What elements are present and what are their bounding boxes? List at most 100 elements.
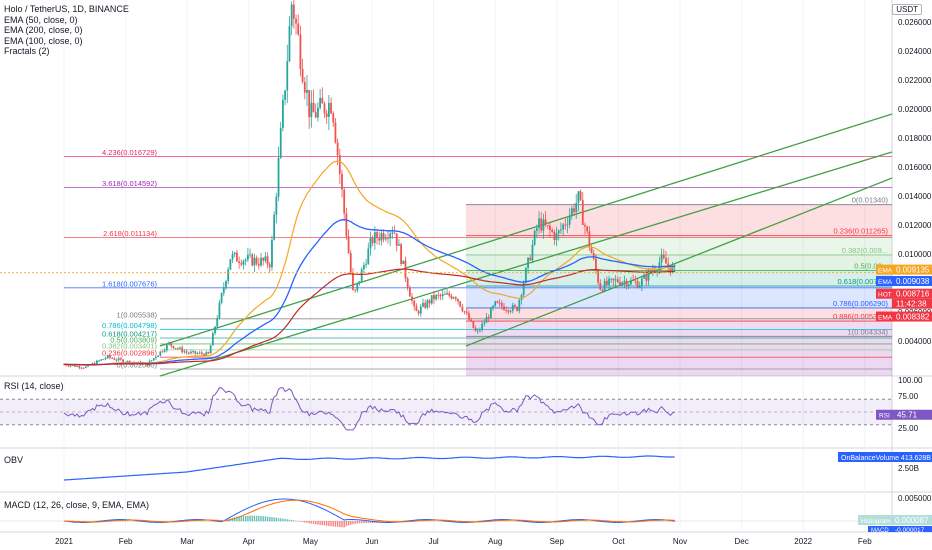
fib-left-label-1: 3.618(0.014592) [102, 179, 158, 188]
candle-body [522, 282, 525, 295]
candle-body [284, 90, 286, 100]
price-tag-label-bg-1 [876, 276, 892, 287]
candle-body [201, 352, 203, 354]
macd-histogram-bar [433, 520, 435, 522]
macd-histogram-bar [632, 520, 634, 522]
candle-body [362, 265, 365, 270]
candle-body [170, 343, 173, 346]
price-tick-10: 0.004000 [898, 337, 932, 346]
indicator-fractals[interactable]: Fractals (2) [4, 46, 50, 56]
macd-histogram-bar [321, 521, 324, 526]
fib-right-label-5: 0.786(0.006290) [833, 299, 889, 308]
macd-hist-label: Histogram [861, 518, 891, 525]
candle-body [625, 280, 628, 287]
macd-histogram-bar [547, 521, 549, 522]
macd-histogram-bar [253, 515, 256, 522]
candle-body [494, 301, 497, 306]
time-label-4: May [303, 537, 318, 546]
candle-body [246, 254, 249, 260]
candle-body [332, 113, 335, 123]
candle-body [301, 68, 304, 82]
price-tick-3: 0.020000 [898, 105, 932, 114]
macd-histogram-bar [269, 516, 271, 522]
candle-body [503, 306, 505, 311]
symbol-title[interactable]: Holo / TetherUS, 1D, BINANCE [4, 4, 129, 14]
candle-body [205, 352, 208, 356]
fib-zone-0 [466, 204, 892, 236]
macd-histogram-bar [310, 521, 313, 524]
fib-left-label-0: 4.236(0.016729) [102, 148, 158, 157]
ema-50-line [63, 160, 675, 366]
candle-body [395, 233, 398, 246]
macd-tick-0: 0.005000 [898, 494, 932, 503]
macd-histogram-bar [332, 521, 334, 527]
candle-body [496, 301, 499, 303]
indicator-ema-200[interactable]: EMA (200, close, 0) [4, 25, 83, 35]
candle-body [487, 317, 490, 319]
macd-histogram-bar [660, 520, 663, 522]
fib-right-label-4: 0.618(0.0078... [838, 277, 888, 286]
candle-body [218, 302, 221, 319]
obv-tag: OnBalanceVolume 413.628B [841, 455, 931, 462]
candle-body [168, 343, 170, 345]
macd-histogram-bar [396, 521, 398, 522]
time-label-13: Feb [858, 537, 872, 546]
candle-body [437, 294, 440, 296]
rsi-tag-label-bg [876, 409, 892, 420]
indicator-ema-100[interactable]: EMA (100, close, 0) [4, 35, 83, 46]
candle-body [468, 313, 470, 320]
macd-histogram-bar [212, 521, 214, 522]
candle-body [557, 230, 560, 234]
candle-body [69, 365, 72, 367]
candle-body [579, 191, 582, 200]
obv-tag-bg [838, 452, 932, 462]
candle-body [623, 280, 626, 283]
fib-right-label-6: 0.886(0.005385) [833, 312, 889, 321]
macd-histogram-bar [304, 521, 306, 523]
candle-body [122, 359, 125, 363]
candle-body [312, 102, 315, 113]
candle-body [354, 289, 357, 291]
candle-body [459, 301, 462, 307]
time-label-12: 2022 [794, 537, 812, 546]
time-label-1: Feb [119, 537, 133, 546]
candle-body [249, 254, 251, 256]
macd-histogram-bar [172, 520, 175, 522]
candle-body [106, 355, 109, 359]
rsi-tag-value: 45.71 [897, 411, 918, 420]
macd-histogram-bar [330, 521, 332, 527]
indicator-ema-50[interactable]: EMA (50, close, 0) [4, 14, 78, 25]
macd-histogram-bar [507, 520, 510, 522]
macd-histogram-bar [363, 521, 365, 524]
candle-body [227, 269, 230, 282]
candle-body [161, 351, 164, 353]
macd-histogram-bar [674, 521, 676, 522]
macd-title[interactable]: MACD (12, 26, close, 9, EMA, EMA) [4, 500, 150, 510]
candle-body [387, 238, 389, 240]
ema-100-line [64, 219, 675, 366]
candle-body [544, 219, 547, 226]
candle-body [424, 302, 427, 308]
candle-body [152, 358, 155, 361]
macd-hist-label-bg [858, 515, 892, 525]
macd-histogram-bar [623, 521, 626, 522]
macd-histogram-bar [126, 520, 129, 522]
currency-badge[interactable]: USDT [892, 4, 922, 15]
candle-body [327, 102, 330, 117]
macd-histogram-bar [595, 521, 597, 522]
rsi-title[interactable]: RSI (14, close) [4, 381, 64, 391]
macd-histogram-bar [249, 515, 251, 522]
candle-body [640, 278, 643, 286]
fib-left-label-3: 1.618(0.007676) [102, 279, 158, 288]
candle-body [546, 225, 549, 226]
candle-body [476, 330, 479, 332]
candle-body [308, 89, 311, 118]
macd-signal-line [64, 499, 675, 523]
candle-body [560, 229, 562, 231]
candle-body [78, 365, 81, 368]
candle-body [306, 89, 308, 93]
obv-title[interactable]: OBV [4, 455, 24, 465]
candle-body [400, 244, 403, 265]
price-tag-label-bg-4 [876, 311, 892, 322]
